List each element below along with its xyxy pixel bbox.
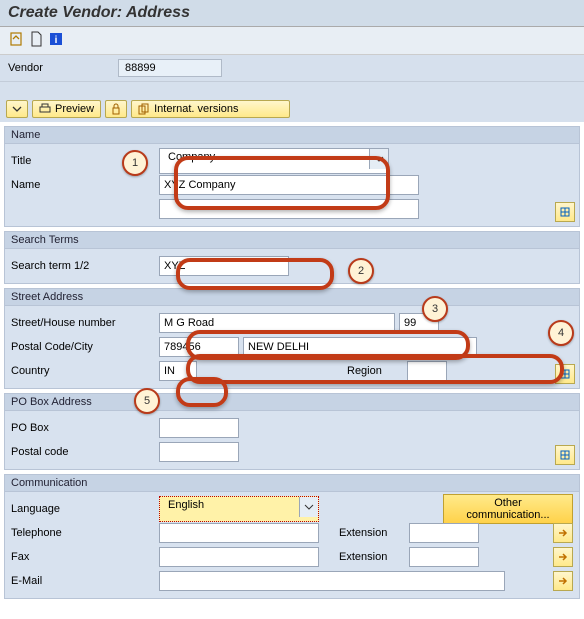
page-title: Create Vendor: Address [0,0,584,27]
annotation-callout: 3 [422,296,448,322]
vendor-row: Vendor 88899 [0,55,584,82]
country-label: Country [11,365,159,377]
annotation-ring [186,354,564,384]
pobox-postal-label: Postal code [11,446,159,458]
name-header: Name [5,127,579,144]
document-icon[interactable] [28,31,44,50]
goto-button[interactable] [553,523,573,543]
pobox-label: PO Box [11,422,159,434]
tel-ext-input[interactable] [409,523,479,543]
fax-ext-input[interactable] [409,547,479,567]
lang-label: Language [11,503,159,515]
search-header: Search Terms [5,232,579,249]
tel-ext-label: Extension [339,527,409,539]
lock-button[interactable] [105,100,127,118]
svg-text:i: i [55,35,58,46]
vendor-value: 88899 [118,59,222,77]
expand-down-button[interactable] [6,100,28,118]
intl-versions-label: Internat. versions [154,103,238,115]
action-bar: Preview Internat. versions [0,96,584,122]
fax-ext-label: Extension [339,551,409,563]
other-comm-button[interactable]: Other communication... [443,494,573,524]
annotation-ring [176,377,228,407]
annotation-callout: 2 [348,258,374,284]
pobox-group: PO Box Address PO Box Postal code [4,393,580,470]
annotation-callout: 5 [134,388,160,414]
annotation-callout: 1 [122,150,148,176]
tel-label: Telephone [11,527,159,539]
pobox-input[interactable] [159,418,239,438]
lang-select[interactable]: English [159,496,319,522]
name-label: Name [11,179,159,191]
fax-input[interactable] [159,547,319,567]
intl-versions-button[interactable]: Internat. versions [131,100,289,118]
street-label: Street/House number [11,317,159,329]
annotation-callout: 4 [548,320,574,346]
pobox-header: PO Box Address [5,394,579,411]
annotation-ring [176,258,334,290]
comm-header: Communication [5,475,579,492]
email-label: E-Mail [11,575,159,587]
expand-group-button[interactable] [555,445,575,465]
lang-value: English [164,499,208,511]
expand-group-button[interactable] [555,202,575,222]
icon-toolbar: i [0,27,584,55]
fax-label: Fax [11,551,159,563]
tel-input[interactable] [159,523,319,543]
preview-label: Preview [55,103,94,115]
goto-button[interactable] [553,547,573,567]
postal-label: Postal Code/City [11,341,159,353]
preview-button[interactable]: Preview [32,100,101,118]
arrow-right-icon [557,575,569,587]
docs-icon [138,103,150,115]
searchterm-label: Search term 1/2 [11,260,159,272]
clipboard-up-icon[interactable] [8,31,24,50]
info-icon[interactable]: i [48,31,64,50]
print-icon [39,103,51,115]
arrow-right-icon [557,551,569,563]
vendor-label: Vendor [8,62,118,74]
chevron-down-icon [299,497,318,517]
comm-group: Communication Language English Other com… [4,474,580,599]
expand-icon [559,206,571,218]
expand-icon [559,449,571,461]
pobox-postal-input[interactable] [159,442,239,462]
annotation-ring [174,156,390,210]
goto-button[interactable] [553,571,573,591]
address-header: Street Address [5,289,579,306]
arrow-right-icon [557,527,569,539]
email-input[interactable] [159,571,505,591]
